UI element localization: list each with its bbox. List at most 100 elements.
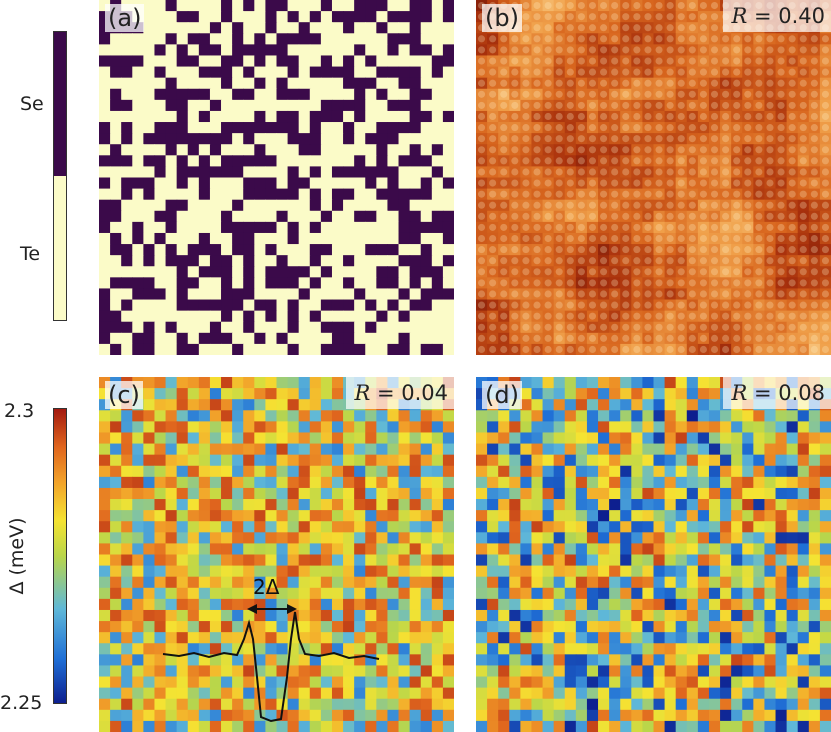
composition-cell [409, 221, 422, 234]
composition-cell [99, 110, 111, 123]
lattice-spot [588, 90, 597, 98]
gap-cell [764, 443, 777, 456]
smoothed-cell [520, 332, 533, 345]
gap-cell [343, 621, 355, 633]
smoothed-cell [731, 244, 743, 256]
composition-cell [354, 210, 366, 223]
composition-cell [287, 22, 300, 34]
gap-cell [764, 632, 777, 644]
lattice-spot [633, 90, 641, 98]
composition-cell [431, 266, 444, 278]
lattice-spot [611, 146, 619, 154]
smoothed-cell [520, 299, 533, 312]
gap-cell [209, 609, 222, 622]
gap-cell [786, 554, 799, 567]
gap-cell [764, 499, 777, 511]
gap-cell [664, 609, 677, 622]
gap-cell [609, 377, 621, 389]
gap-cell [819, 476, 831, 489]
gap-cell [564, 543, 577, 556]
composition-cell [165, 77, 178, 90]
gap-cell [819, 598, 831, 611]
smoothed-cell [786, 277, 799, 290]
gap-cell [575, 499, 588, 511]
smoothed-cell [786, 244, 799, 256]
lattice-spot [777, 201, 785, 209]
lattice-spot [566, 201, 574, 209]
gap-cell [143, 576, 156, 589]
composition-cell [176, 133, 189, 145]
composition-cell [287, 88, 300, 101]
lattice-spot [577, 179, 585, 187]
lattice-spot [766, 146, 774, 154]
lattice-spot [666, 334, 674, 342]
gap-cell [243, 499, 255, 511]
gap-cell [254, 377, 267, 389]
lattice-spot [633, 323, 641, 331]
gap-cell [387, 720, 400, 732]
composition-cell [243, 310, 255, 323]
gap-cell [808, 476, 821, 489]
gap-cell [697, 587, 710, 600]
gap-cell [243, 654, 255, 667]
lattice-spot [511, 124, 519, 132]
smoothed-cell [808, 144, 821, 156]
composition-cell [398, 0, 411, 12]
gap-cell [742, 554, 754, 567]
composition-cell [365, 210, 377, 223]
smoothed-cell [586, 55, 599, 68]
lattice-spot [544, 68, 552, 76]
gap-cell [254, 554, 267, 567]
gap-cell [487, 454, 499, 467]
composition-cell [398, 343, 411, 355]
smoothed-cell [487, 321, 499, 334]
composition-cell [243, 232, 255, 245]
gap-cell [664, 487, 677, 500]
gap-cell [209, 665, 222, 678]
composition-cell [298, 188, 311, 201]
lattice-spot [577, 246, 585, 254]
smoothed-cell [509, 155, 521, 168]
lattice-spot [710, 234, 719, 243]
gap-cell [110, 665, 122, 678]
composition-cell [209, 188, 222, 201]
lattice-spot [644, 79, 652, 87]
gap-cell [143, 687, 156, 700]
smoothed-cell [476, 188, 488, 201]
lattice-spot [733, 279, 741, 287]
panel-a-composition-map: (a) [99, 0, 454, 355]
smoothed-cell [542, 188, 555, 201]
composition-cell [387, 310, 400, 323]
composition-cell [431, 299, 444, 312]
gap-cell [143, 454, 156, 467]
lattice-spot [788, 68, 796, 76]
lattice-spot [799, 345, 807, 354]
gap-cell [664, 465, 677, 478]
lattice-spot [699, 168, 707, 176]
composition-cell [409, 166, 422, 179]
smoothed-cell [642, 33, 655, 45]
composition-cell [442, 210, 454, 223]
composition-cell [198, 299, 211, 312]
smoothed-cell [642, 255, 655, 267]
gap-cell [331, 476, 344, 489]
gap-cell [298, 454, 311, 467]
gap-cell [176, 399, 189, 411]
lattice-spot [555, 24, 563, 32]
gap-cell [331, 643, 344, 655]
gap-cell [686, 465, 699, 478]
gap-cell [542, 598, 555, 611]
composition-cell [187, 0, 200, 12]
smoothed-cell [564, 232, 577, 245]
lattice-spot [477, 124, 486, 132]
smoothed-cell [786, 33, 799, 45]
gap-cell [564, 510, 577, 522]
lattice-spot [788, 112, 796, 121]
gap-cell [686, 421, 699, 434]
composition-cell [442, 99, 454, 112]
smoothed-cell [487, 110, 499, 123]
composition-cell [298, 244, 311, 256]
lattice-spot [710, 223, 719, 231]
smoothed-cell [586, 232, 599, 245]
gap-cell [287, 377, 300, 389]
